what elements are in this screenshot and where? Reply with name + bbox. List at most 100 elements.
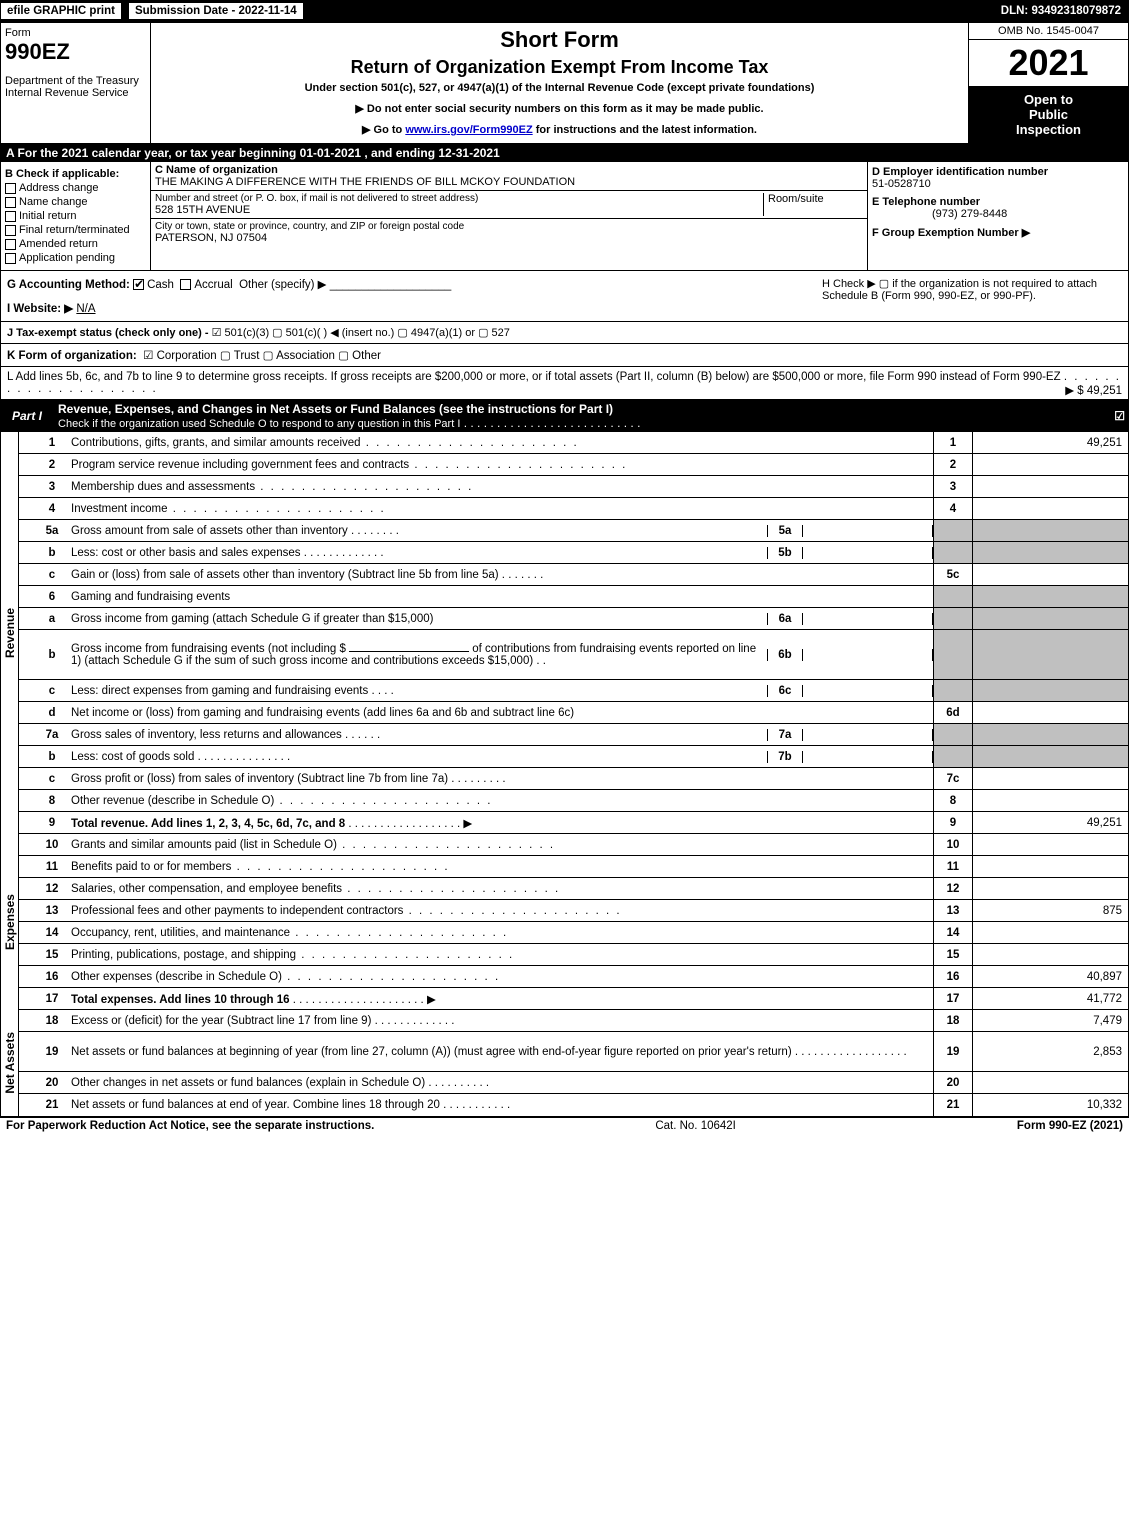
line-7c-num: c (19, 773, 67, 785)
line-9-rnum: 9 (933, 812, 973, 833)
line-5c-value (973, 564, 1128, 585)
label-cash: Cash (147, 279, 174, 291)
k-options: ☑ Corporation ▢ Trust ▢ Association ▢ Ot… (143, 350, 381, 362)
label-final-return: Final return/terminated (19, 224, 130, 236)
expenses-section: Expenses 10Grants and similar amounts pa… (0, 834, 1129, 1010)
line-18-desc: Excess or (deficit) for the year (Subtra… (71, 1015, 371, 1027)
footer: For Paperwork Reduction Act Notice, see … (0, 1117, 1129, 1134)
footer-cat: Cat. No. 10642I (374, 1120, 1017, 1132)
row-ghi: G Accounting Method: Cash Accrual Other … (0, 271, 1129, 322)
line-7a-desc: Gross sales of inventory, less returns a… (71, 729, 342, 741)
omb-number: OMB No. 1545-0047 (969, 23, 1128, 40)
line-13-num: 13 (19, 905, 67, 917)
line-6a-num: a (19, 613, 67, 625)
line-2-value (973, 454, 1128, 475)
line-15-desc: Printing, publications, postage, and shi… (71, 949, 296, 961)
check-initial-return[interactable] (5, 211, 16, 222)
col-c-org: C Name of organization THE MAKING A DIFF… (151, 162, 868, 270)
part-check-text: Check if the organization used Schedule … (58, 418, 460, 430)
line-18-num: 18 (19, 1015, 67, 1027)
form-word: Form (5, 27, 146, 39)
line-16-rnum: 16 (933, 966, 973, 987)
h-text: H Check ▶ ▢ if the organization is not r… (822, 277, 1122, 315)
org-name: THE MAKING A DIFFERENCE WITH THE FRIENDS… (155, 176, 863, 188)
line-13-desc: Professional fees and other payments to … (71, 905, 403, 917)
line-21-desc: Net assets or fund balances at end of ye… (71, 1099, 440, 1111)
line-7b-num: b (19, 751, 67, 763)
check-pending[interactable] (5, 253, 16, 264)
open-line1: Open to (973, 92, 1124, 107)
line-7b-rnum (933, 746, 973, 767)
line-5c-num: c (19, 569, 67, 581)
line-6b-sub: 6b (767, 649, 803, 661)
line-1-num: 1 (19, 437, 67, 449)
line-1-rnum: 1 (933, 432, 973, 453)
tel-value: (973) 279-8448 (872, 208, 1007, 220)
k-label: K Form of organization: (7, 350, 137, 362)
check-name-change[interactable] (5, 197, 16, 208)
line-5b-desc: Less: cost or other basis and sales expe… (71, 547, 301, 559)
c-label: C Name of organization (155, 164, 278, 176)
footer-right: Form 990-EZ (2021) (1017, 1120, 1123, 1132)
j-label: J Tax-exempt status (check only one) - (7, 327, 212, 339)
check-final-return[interactable] (5, 225, 16, 236)
i-label: I Website: ▶ (7, 303, 73, 315)
irs-link[interactable]: www.irs.gov/Form990EZ (405, 124, 532, 136)
net-assets-label: Net Assets (3, 1032, 17, 1094)
line-15-rnum: 15 (933, 944, 973, 965)
line-8-value (973, 790, 1128, 811)
short-form-title: Short Form (159, 27, 960, 53)
line-14-value (973, 922, 1128, 943)
footer-left: For Paperwork Reduction Act Notice, see … (6, 1120, 374, 1132)
label-initial-return: Initial return (19, 210, 76, 222)
check-address-change[interactable] (5, 183, 16, 194)
line-6a-subval (803, 613, 933, 625)
line-6d-rnum: 6d (933, 702, 973, 723)
line-4-desc: Investment income (71, 503, 168, 515)
ein-label: D Employer identification number (872, 166, 1048, 178)
line-3-rnum: 3 (933, 476, 973, 497)
j-options: ☑ 501(c)(3) ▢ 501(c)( ) ◀ (insert no.) ▢… (212, 327, 510, 339)
line-5a-subval (803, 525, 933, 537)
line-9-value: 49,251 (973, 812, 1128, 833)
line-2-num: 2 (19, 459, 67, 471)
goto-note: ▶ Go to www.irs.gov/Form990EZ for instru… (159, 123, 960, 136)
line-9-arrow: ▶ (463, 818, 472, 830)
col-d-ids: D Employer identification number51-05287… (868, 162, 1128, 270)
line-6c-rval (973, 680, 1128, 701)
submission-date: Submission Date - 2022-11-14 (128, 2, 304, 20)
line-11-value (973, 856, 1128, 877)
line-19-value: 2,853 (973, 1032, 1128, 1071)
line-13-rnum: 13 (933, 900, 973, 921)
line-16-value: 40,897 (973, 966, 1128, 987)
line-3-value (973, 476, 1128, 497)
dln-number: DLN: 93492318079872 (1001, 5, 1129, 17)
line-5c-rnum: 5c (933, 564, 973, 585)
line-7a-sub: 7a (767, 729, 803, 741)
b-label: B Check if applicable: (5, 168, 119, 180)
row-l: L Add lines 5b, 6c, and 7b to line 9 to … (0, 367, 1129, 400)
open-inspection: Open to Public Inspection (969, 86, 1128, 143)
line-2-desc: Program service revenue including govern… (71, 459, 409, 471)
line-6-num: 6 (19, 591, 67, 603)
line-1-value: 49,251 (973, 432, 1128, 453)
line-7a-rnum (933, 724, 973, 745)
line-13-value: 875 (973, 900, 1128, 921)
line-20-rnum: 20 (933, 1072, 973, 1093)
line-7a-subval (803, 729, 933, 741)
line-5b-subval (803, 547, 933, 559)
label-amended: Amended return (19, 238, 98, 250)
efile-print-button[interactable]: efile GRAPHIC print (0, 2, 122, 20)
row-k: K Form of organization: ☑ Corporation ▢ … (0, 344, 1129, 367)
check-amended[interactable] (5, 239, 16, 250)
check-accrual[interactable] (180, 279, 191, 290)
ein-value: 51-0528710 (872, 178, 931, 190)
label-address-change: Address change (19, 182, 99, 194)
info-block: B Check if applicable: Address change Na… (0, 162, 1129, 271)
line-16-num: 16 (19, 971, 67, 983)
line-18-value: 7,479 (973, 1010, 1128, 1031)
no-ssn-note: ▶ Do not enter social security numbers o… (159, 102, 960, 115)
line-5a-sub: 5a (767, 525, 803, 537)
line-10-num: 10 (19, 839, 67, 851)
check-cash[interactable] (133, 279, 144, 290)
